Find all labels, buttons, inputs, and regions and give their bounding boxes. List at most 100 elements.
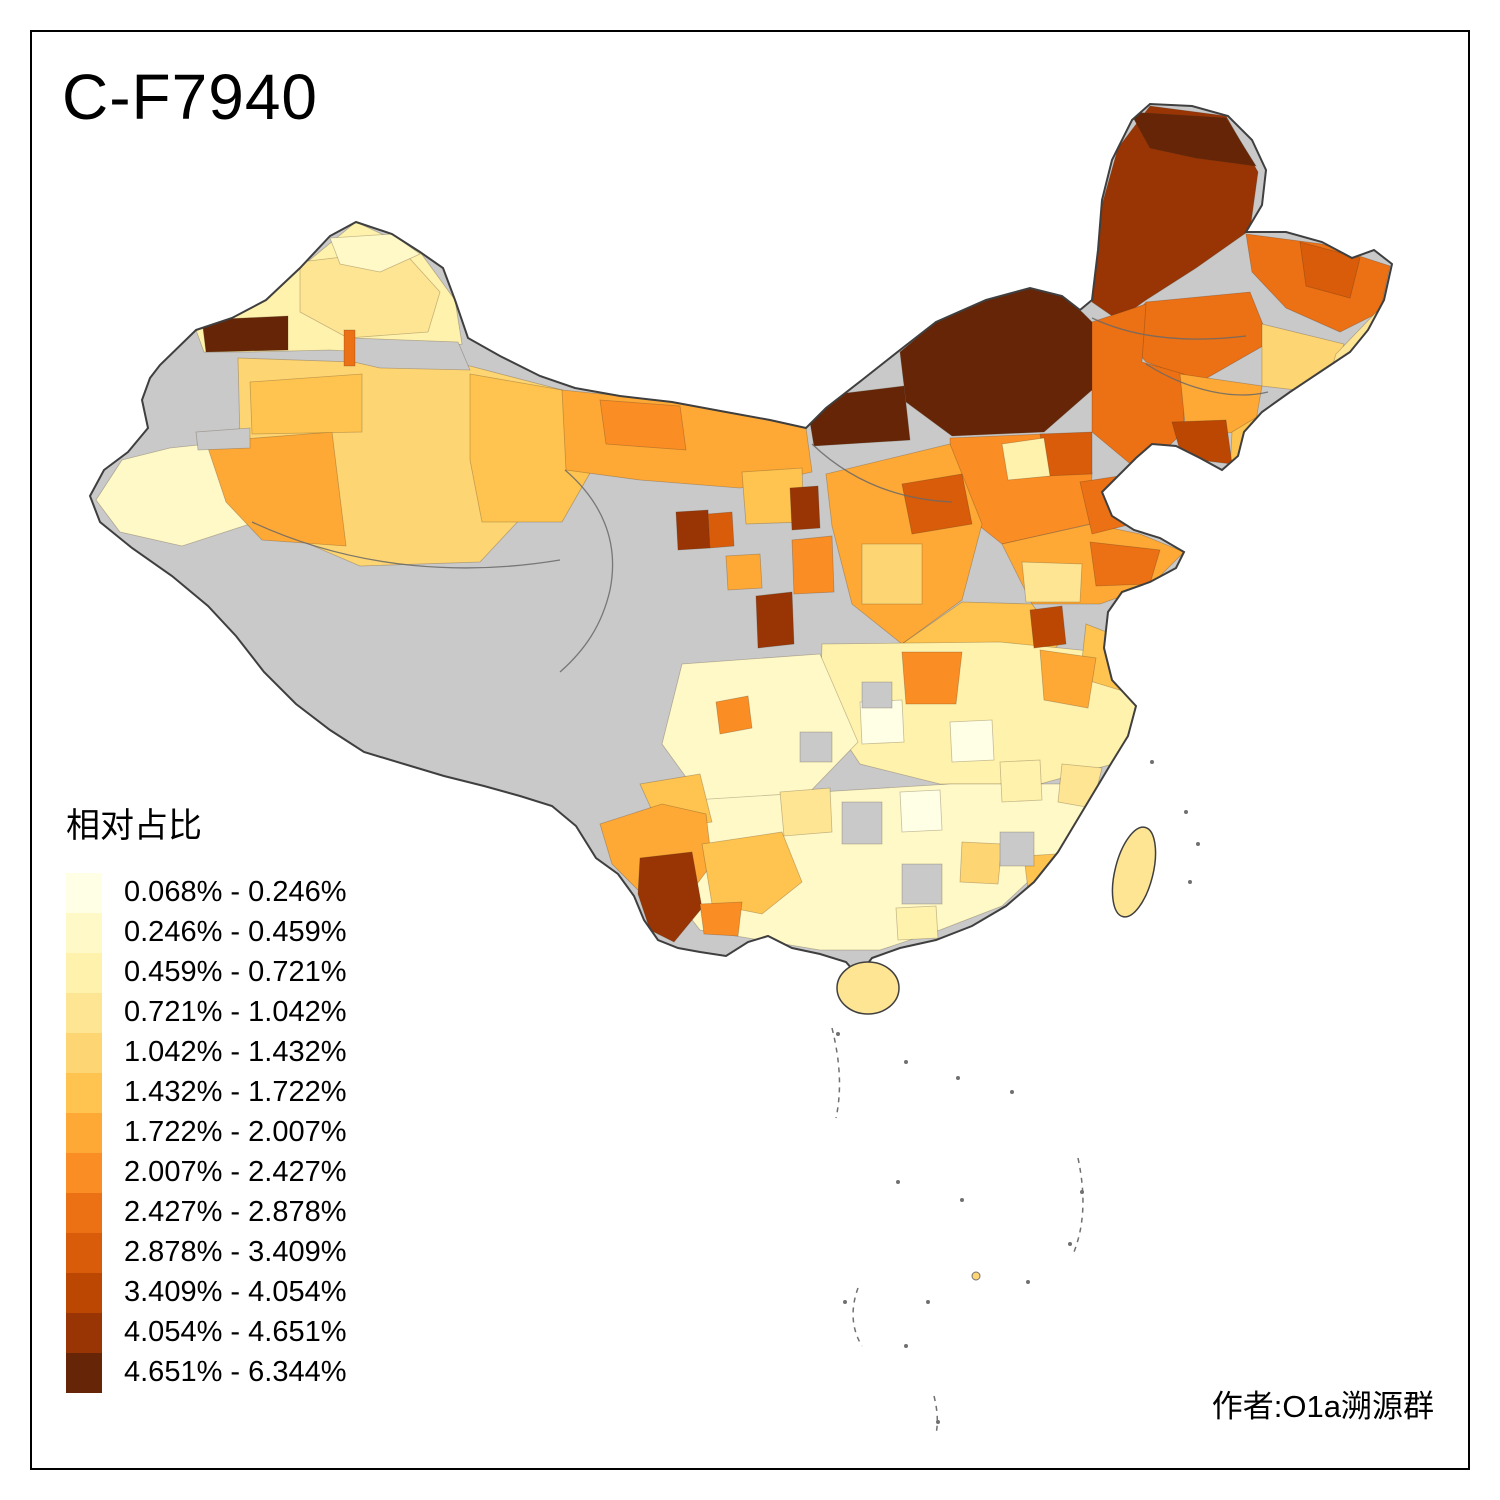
legend-item: 0.068% - 0.246% [66, 872, 466, 913]
legend-swatch [66, 1032, 102, 1073]
legend-item: 0.246% - 0.459% [66, 912, 466, 953]
map-region [195, 427, 251, 451]
map-region [895, 905, 939, 941]
island-dot [936, 1420, 940, 1424]
legend-items: 0.068% - 0.246% 0.246% - 0.459% 0.459% - 0… [66, 872, 466, 1393]
legend-label: 1.722% - 2.007% [124, 1116, 347, 1149]
map-region [249, 373, 363, 435]
legend-swatch [66, 1192, 102, 1233]
map-region [707, 511, 735, 549]
island-dot [926, 1300, 930, 1304]
legend-label: 4.054% - 4.651% [124, 1316, 347, 1349]
legend-item: 2.007% - 2.427% [66, 1152, 466, 1193]
legend-swatch [66, 1312, 102, 1353]
taiwan-island [1111, 826, 1157, 918]
map-region [1029, 605, 1067, 649]
map-region [861, 543, 923, 605]
legend-label: 3.409% - 4.054% [124, 1276, 347, 1309]
island-dot [843, 1300, 847, 1304]
island-dot [956, 1076, 960, 1080]
map-region [329, 233, 421, 273]
map-region [343, 329, 356, 367]
map-region [949, 719, 995, 763]
map-region [901, 651, 963, 705]
hainan-island [836, 961, 900, 1015]
island-dot [1010, 1090, 1014, 1094]
map-region [901, 863, 943, 905]
legend-item: 1.722% - 2.007% [66, 1112, 466, 1153]
map-region [715, 695, 753, 735]
legend-label: 4.651% - 6.344% [124, 1356, 347, 1389]
map-region [779, 787, 833, 837]
island-dot [1188, 880, 1192, 884]
attribution: 作者:O1a溯源群 [1211, 1389, 1434, 1424]
south-china-sea-island-dots [836, 760, 1200, 1424]
legend-swatch [66, 1112, 102, 1153]
map-region [799, 731, 833, 763]
choropleth-regions [95, 105, 1391, 951]
map-region [999, 759, 1043, 803]
legend-label: 0.721% - 1.042% [124, 996, 347, 1029]
map-region [841, 801, 883, 845]
legend-item: 4.651% - 6.344% [66, 1352, 466, 1393]
map-region [999, 831, 1035, 867]
island-dot [1150, 760, 1154, 764]
map-title: C-F7940 [62, 61, 318, 133]
island-dot [836, 1032, 840, 1036]
legend-swatch [66, 1352, 102, 1393]
legend-item: 3.409% - 4.054% [66, 1272, 466, 1313]
legend-label: 1.042% - 1.432% [124, 1036, 347, 1069]
legend-swatch [66, 872, 102, 913]
legend-swatch [66, 1232, 102, 1273]
map-region [1039, 649, 1097, 709]
plot-border [30, 30, 1470, 1470]
legend-label: 0.068% - 0.246% [124, 876, 347, 909]
map-region [755, 591, 795, 649]
map-region [861, 681, 893, 709]
legend-label: 0.459% - 0.721% [124, 956, 347, 989]
map-region [637, 851, 703, 943]
map-region [791, 535, 835, 595]
legend-label: 2.007% - 2.427% [124, 1156, 347, 1189]
legend-swatch [66, 1072, 102, 1113]
map-region [1129, 111, 1257, 167]
colored-islet [971, 1271, 981, 1281]
map-region [901, 473, 973, 535]
legend-label: 2.878% - 3.409% [124, 1236, 347, 1269]
legend-item: 2.427% - 2.878% [66, 1192, 466, 1233]
map-region [699, 901, 743, 937]
legend-label: 2.427% - 2.878% [124, 1196, 347, 1229]
map-region [201, 315, 289, 353]
map-region [899, 789, 943, 833]
legend-label: 0.246% - 0.459% [124, 916, 347, 949]
legend-item: 0.721% - 1.042% [66, 992, 466, 1033]
map-region [725, 553, 763, 591]
legend-title: 相对占比 [66, 807, 202, 845]
island-dot [1080, 1190, 1084, 1194]
legend-swatch [66, 952, 102, 993]
legend-swatch [66, 1272, 102, 1313]
map-region [789, 485, 821, 531]
legend-item: 0.459% - 0.721% [66, 952, 466, 993]
island-dot [904, 1060, 908, 1064]
island-dot [904, 1344, 908, 1348]
map-region [1021, 561, 1083, 603]
legend-swatch [66, 912, 102, 953]
island-dot [1196, 842, 1200, 846]
legend: 相对占比 0.068% - 0.246% 0.246% - 0.459% 0.459… [66, 806, 466, 1393]
legend-item: 1.042% - 1.432% [66, 1032, 466, 1073]
island-dot [1026, 1280, 1030, 1284]
south-china-sea-lines [831, 1027, 1084, 1435]
legend-swatch [66, 992, 102, 1033]
map-region [959, 841, 1003, 885]
province-borders [251, 317, 1269, 673]
legend-item: 4.054% - 4.651% [66, 1312, 466, 1353]
island-dot [896, 1180, 900, 1184]
island-dot [1068, 1242, 1072, 1246]
island-dot [960, 1198, 964, 1202]
legend-item: 1.432% - 1.722% [66, 1072, 466, 1113]
map-region [599, 399, 687, 451]
legend-item: 2.878% - 3.409% [66, 1232, 466, 1273]
